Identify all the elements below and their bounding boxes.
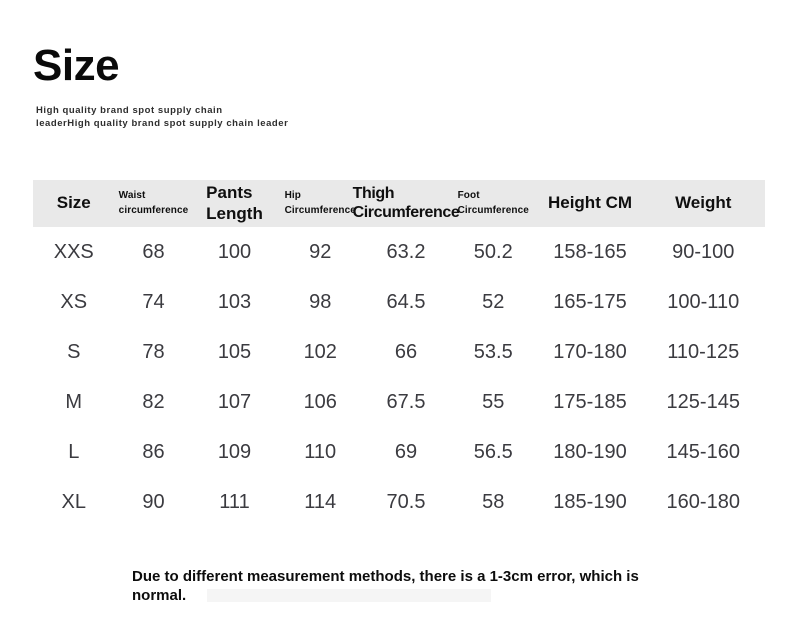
column-header-label: Weight xyxy=(675,193,732,213)
cell-weight: 160-180 xyxy=(666,490,740,513)
column-header-pants-length: Pants Length xyxy=(193,180,277,227)
cell-hip: 102 xyxy=(303,340,337,363)
cell-size: S xyxy=(67,340,81,363)
cell-size: L xyxy=(68,440,80,463)
cell-weight: 100-110 xyxy=(667,290,740,313)
cell-waist: 82 xyxy=(142,390,165,413)
cell-size: M xyxy=(65,390,83,413)
column-header-label: Size xyxy=(56,193,91,213)
column-header-label: Waist xyxy=(118,190,146,201)
table-row-m: M 82 107 106 67.5 55 175-185 125-145 xyxy=(33,377,765,427)
cell-size: XS xyxy=(60,290,88,313)
cell-weight: 110-125 xyxy=(667,340,740,363)
cell-waist: 90 xyxy=(142,490,165,513)
cell-pants-length: 103 xyxy=(217,290,252,313)
table-row-s: S 78 105 102 66 53.5 170-180 110-125 xyxy=(33,327,765,377)
cell-pants-length: 107 xyxy=(217,390,252,413)
column-header-size: Size xyxy=(33,180,115,227)
cell-foot: 55 xyxy=(482,390,505,413)
column-header-label: Length xyxy=(206,203,263,223)
cell-waist: 68 xyxy=(142,240,165,263)
table-row-xxs: XXS 68 100 92 63.2 50.2 158-165 90-100 xyxy=(33,227,765,277)
cell-hip: 106 xyxy=(303,390,337,413)
cell-thigh: 67.5 xyxy=(386,390,426,413)
column-header-label: circumference xyxy=(118,204,189,216)
cell-hip: 114 xyxy=(304,490,337,513)
column-header-foot: Foot Circumference xyxy=(448,180,539,227)
column-header-label: Thigh xyxy=(352,184,395,202)
column-header-label: Height CM xyxy=(547,193,633,213)
subtitle-line-1: High quality brand spot supply chain xyxy=(36,105,223,116)
cell-foot: 52 xyxy=(482,290,505,313)
table-row-xl: XL 90 111 114 70.5 58 185-190 160-180 xyxy=(33,477,765,527)
cell-height: 185-190 xyxy=(553,490,627,513)
column-header-weight: Weight xyxy=(642,180,766,227)
cell-weight: 145-160 xyxy=(666,440,740,463)
cell-pants-length: 105 xyxy=(217,340,252,363)
cell-height: 158-165 xyxy=(553,240,627,263)
cell-waist: 78 xyxy=(142,340,165,363)
table-header-row: Size Waist circumference Pants Length Hi… xyxy=(33,180,765,227)
cell-foot: 50.2 xyxy=(473,240,513,263)
cell-hip: 110 xyxy=(304,440,337,463)
footnote-highlight-bar xyxy=(207,589,491,602)
cell-thigh: 69 xyxy=(394,440,418,463)
column-header-label: Pants xyxy=(206,183,253,203)
table-row-l: L 86 109 110 69 56.5 180-190 145-160 xyxy=(33,427,765,477)
cell-size: XXS xyxy=(53,240,94,263)
cell-size: XL xyxy=(61,490,86,513)
column-header-label: Foot xyxy=(457,190,480,201)
cell-foot: 58 xyxy=(482,490,505,513)
page-subtitle: High quality brand spot supply chain lea… xyxy=(36,105,288,130)
cell-foot: 56.5 xyxy=(473,440,513,463)
table-row-xs: XS 74 103 98 64.5 52 165-175 100-110 xyxy=(33,277,765,327)
cell-height: 170-180 xyxy=(553,340,627,363)
cell-pants-length: 111 xyxy=(219,490,250,513)
cell-waist: 86 xyxy=(142,440,165,463)
column-header-label: Circumference xyxy=(352,203,460,221)
cell-thigh: 70.5 xyxy=(386,490,426,513)
column-header-label: Circumference xyxy=(457,204,529,216)
column-header-label: Hip xyxy=(284,190,301,201)
cell-waist: 74 xyxy=(142,290,165,313)
column-header-height: Height CM xyxy=(539,180,642,227)
column-header-hip: Hip Circumference xyxy=(277,180,365,227)
size-table: Size Waist circumference Pants Length Hi… xyxy=(33,180,765,527)
column-header-label: Circumference xyxy=(284,204,356,216)
cell-weight: 90-100 xyxy=(672,240,735,263)
cell-pants-length: 100 xyxy=(217,240,252,263)
page-title: Size xyxy=(33,41,120,90)
cell-height: 165-175 xyxy=(553,290,627,313)
column-header-waist: Waist circumference xyxy=(115,180,193,227)
cell-weight: 125-145 xyxy=(666,390,740,413)
cell-height: 180-190 xyxy=(553,440,627,463)
cell-thigh: 64.5 xyxy=(386,290,426,313)
footnote-text: Due to different measurement methods, th… xyxy=(132,568,639,604)
column-header-thigh: Thigh Circumference xyxy=(353,180,460,227)
cell-thigh: 63.2 xyxy=(386,240,426,263)
cell-foot: 53.5 xyxy=(473,340,513,363)
subtitle-line-2: leaderHigh quality brand spot supply cha… xyxy=(36,117,289,129)
cell-height: 175-185 xyxy=(553,390,627,413)
cell-hip: 92 xyxy=(309,240,332,263)
cell-thigh: 66 xyxy=(394,340,418,363)
cell-hip: 98 xyxy=(309,290,332,313)
cell-pants-length: 109 xyxy=(217,440,252,463)
